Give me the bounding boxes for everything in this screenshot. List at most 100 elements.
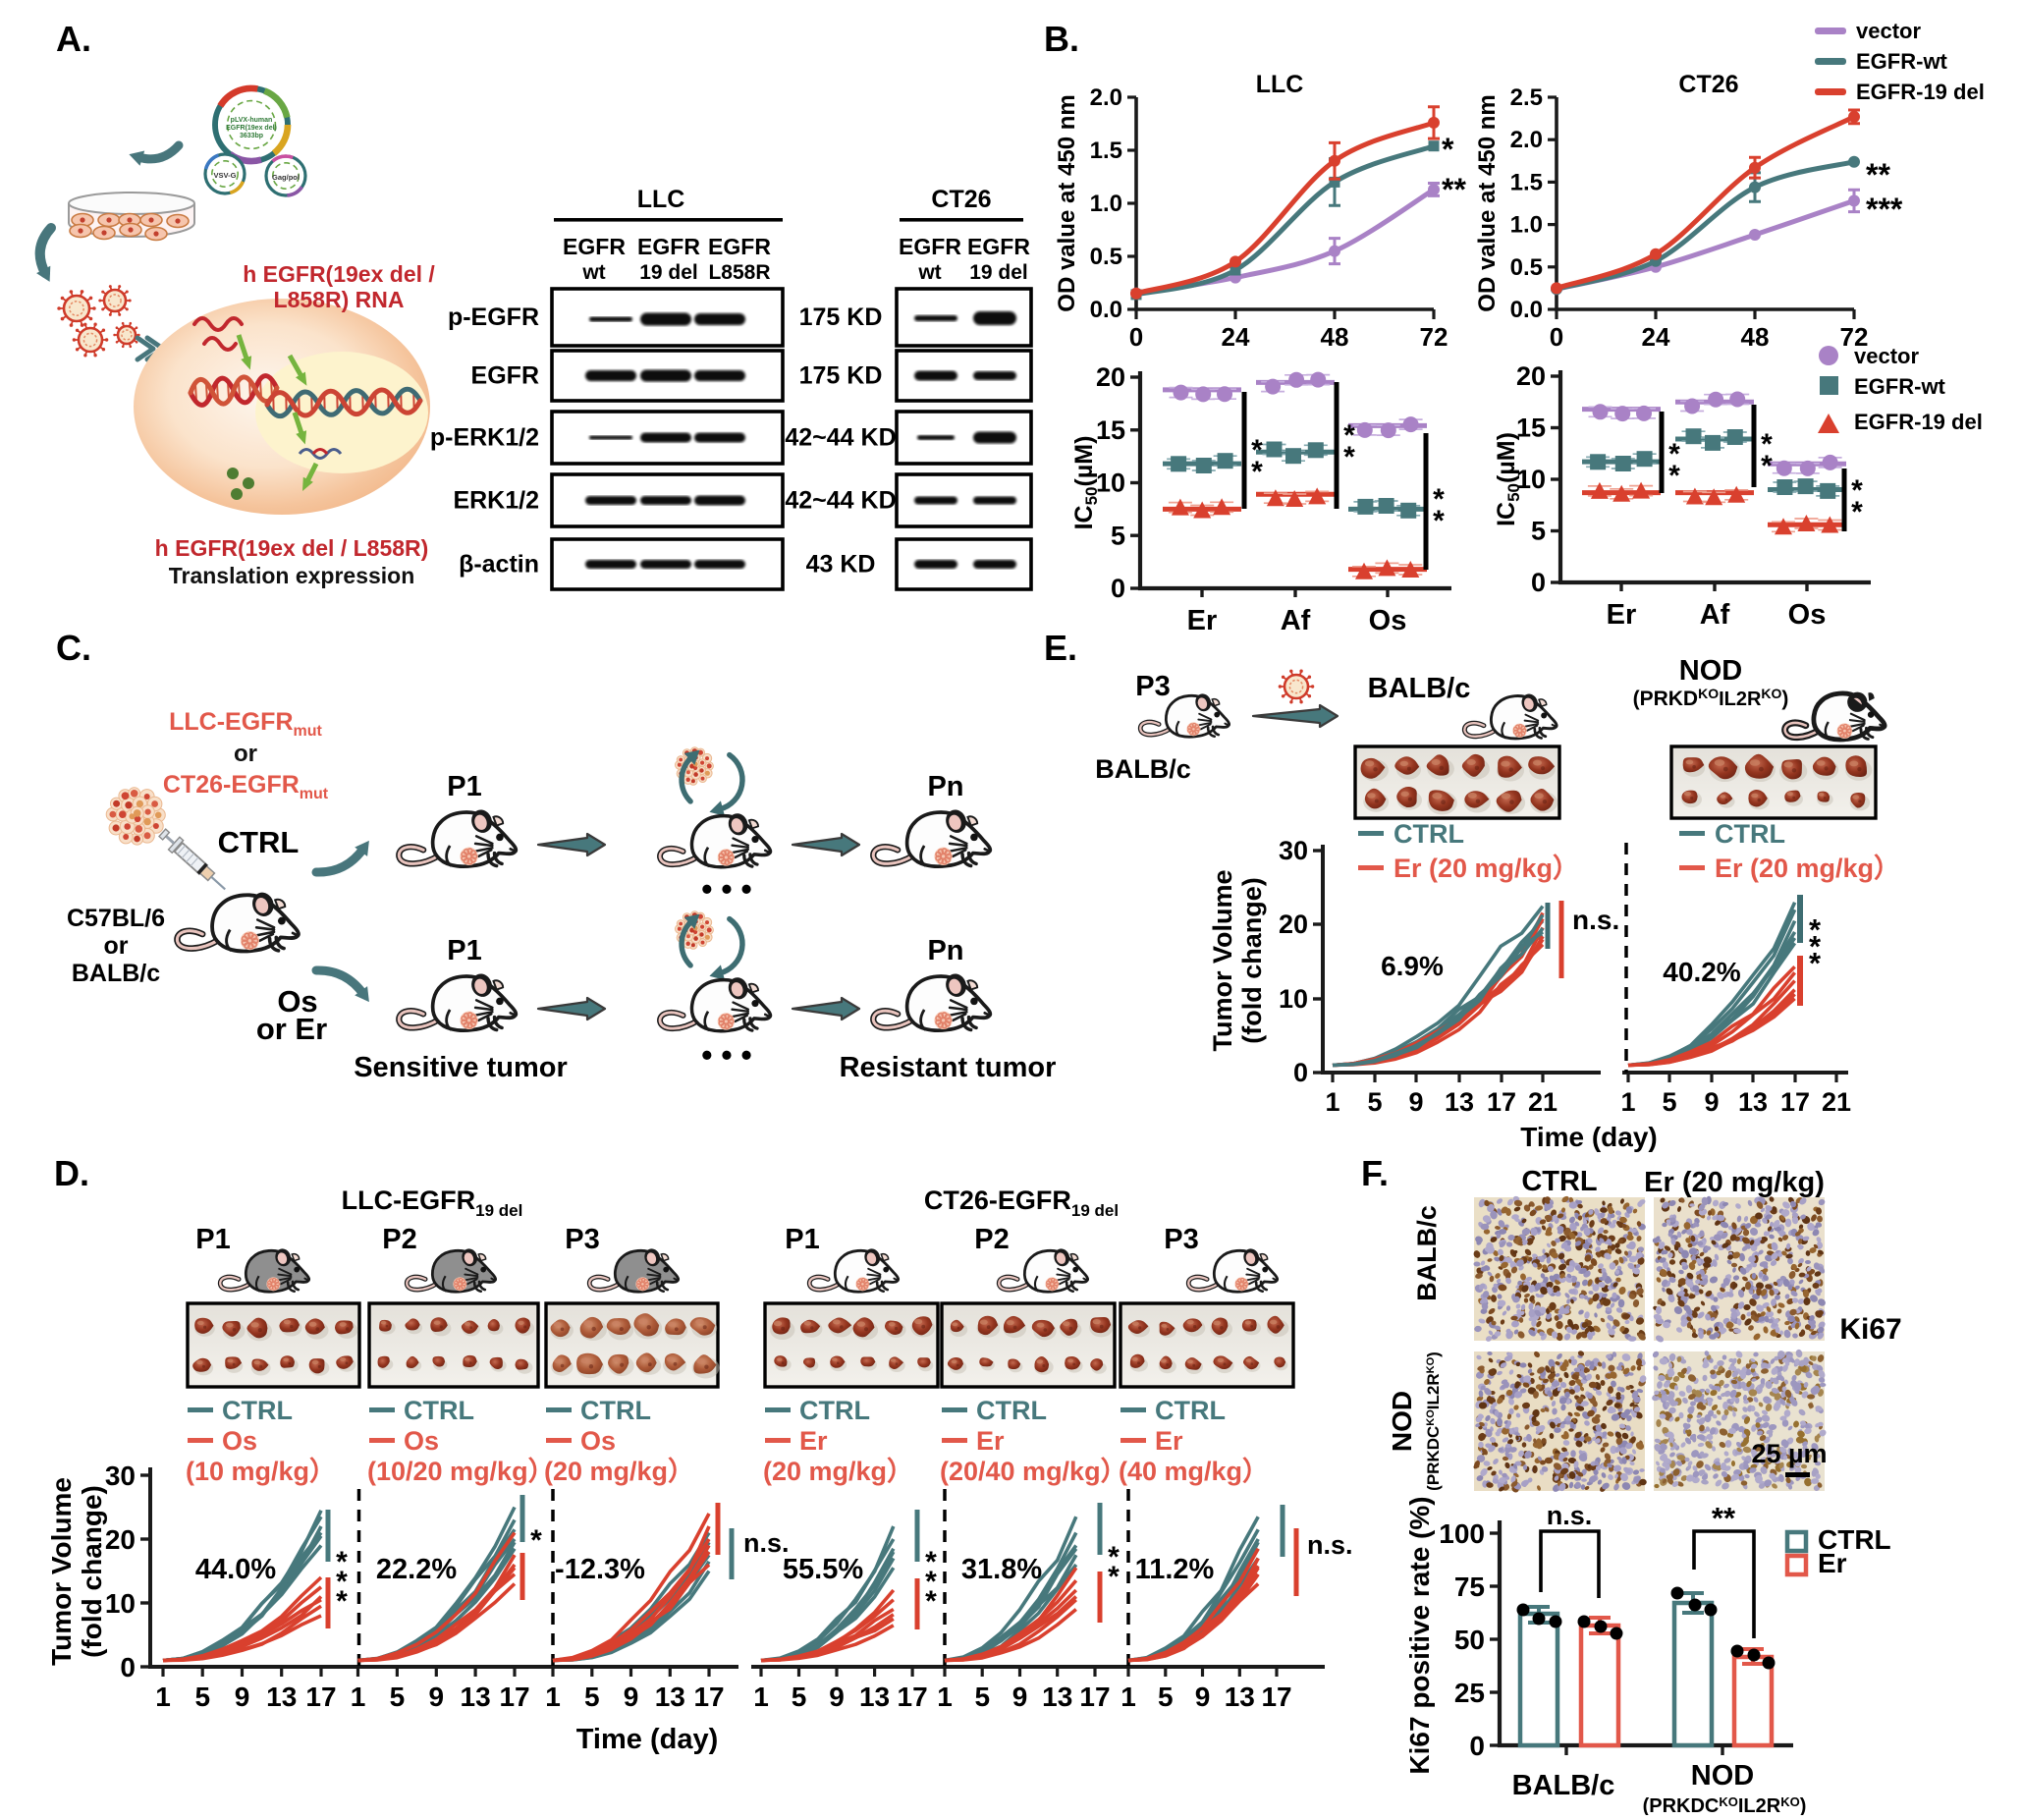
svg-text:P3: P3	[1135, 671, 1170, 702]
svg-text:LLC: LLC	[637, 186, 685, 213]
svg-text:5: 5	[194, 1682, 210, 1712]
svg-text:21: 21	[1822, 1087, 1851, 1117]
svg-text:Er (20 mg/kg）: Er (20 mg/kg）	[1715, 854, 1900, 883]
svg-text:0.5: 0.5	[1510, 254, 1543, 281]
svg-text:40.2%: 40.2%	[1663, 957, 1740, 987]
svg-text:Os: Os	[580, 1426, 616, 1456]
svg-text:0: 0	[1531, 568, 1546, 597]
svg-text:CTRL: CTRL	[218, 825, 300, 859]
svg-text:Tumor Volume: Tumor Volume	[46, 1477, 77, 1666]
svg-text:10: 10	[1279, 984, 1308, 1014]
svg-text:P1: P1	[447, 935, 481, 966]
svg-text:***: ***	[1866, 192, 1903, 227]
svg-text:1.0: 1.0	[1510, 212, 1543, 239]
svg-text:13: 13	[859, 1682, 890, 1712]
svg-text:n.s.: n.s.	[1547, 1501, 1593, 1530]
svg-text:**: **	[1866, 157, 1890, 193]
svg-text:Ki67: Ki67	[1839, 1313, 1901, 1346]
svg-text:1.5: 1.5	[1510, 169, 1543, 195]
svg-text:1: 1	[545, 1682, 561, 1712]
svg-text:2.0: 2.0	[1090, 84, 1122, 111]
svg-text:5: 5	[1662, 1087, 1676, 1117]
svg-text:5: 5	[1367, 1087, 1382, 1117]
svg-text:0: 0	[1293, 1058, 1308, 1087]
svg-text:Os: Os	[222, 1426, 257, 1456]
svg-text:IC50(µM): IC50(µM)	[1493, 432, 1523, 526]
svg-text:31.8%: 31.8%	[961, 1554, 1042, 1585]
svg-text:25 µm: 25 µm	[1751, 1439, 1827, 1468]
svg-text:13: 13	[1042, 1682, 1072, 1712]
svg-text:EGFR: EGFR	[967, 234, 1030, 259]
svg-text:72: 72	[1420, 322, 1448, 352]
svg-text:19 del: 19 del	[639, 261, 698, 284]
svg-text:0.0: 0.0	[1090, 297, 1122, 323]
svg-text:2.0: 2.0	[1510, 127, 1543, 153]
svg-text:0: 0	[1469, 1731, 1485, 1761]
svg-text:EGFR-wt: EGFR-wt	[1854, 374, 1946, 399]
svg-text:13: 13	[1738, 1087, 1768, 1117]
svg-text:9: 9	[1408, 1087, 1423, 1117]
svg-text:1.5: 1.5	[1090, 138, 1122, 164]
svg-text:22.2%: 22.2%	[376, 1554, 457, 1585]
svg-text:CTRL: CTRL	[404, 1396, 474, 1425]
svg-text:ERK1/2: ERK1/2	[453, 487, 539, 515]
svg-text:(10 mg/kg）: (10 mg/kg）	[186, 1457, 336, 1486]
svg-text:(20/40 mg/kg）: (20/40 mg/kg）	[940, 1457, 1127, 1486]
svg-text:(20 mg/kg）: (20 mg/kg）	[544, 1457, 694, 1486]
svg-text:43 KD: 43 KD	[806, 551, 876, 579]
svg-text:P2: P2	[974, 1224, 1009, 1255]
svg-text:P1: P1	[447, 771, 481, 802]
svg-text:9: 9	[1012, 1682, 1028, 1712]
svg-text:15: 15	[1096, 415, 1125, 445]
svg-text:CT26: CT26	[931, 186, 991, 213]
svg-text:Pn: Pn	[927, 771, 963, 802]
svg-text:BALB/c: BALB/c	[1412, 1205, 1442, 1301]
svg-text:(40 mg/kg）: (40 mg/kg）	[1119, 1457, 1269, 1486]
svg-text:5: 5	[974, 1682, 990, 1712]
svg-text:5: 5	[584, 1682, 600, 1712]
svg-text:19 del: 19 del	[969, 261, 1028, 284]
svg-text:9: 9	[829, 1682, 845, 1712]
svg-text:or Er: or Er	[256, 1012, 327, 1046]
svg-text:EGFR-wt: EGFR-wt	[1856, 49, 1948, 74]
svg-text:wt: wt	[917, 261, 941, 284]
svg-text:5: 5	[1531, 517, 1546, 546]
svg-text:5: 5	[1111, 521, 1125, 550]
svg-text:L858R: L858R	[708, 261, 770, 284]
svg-text:1: 1	[155, 1682, 171, 1712]
svg-text:17: 17	[693, 1682, 724, 1712]
svg-text:0.0: 0.0	[1510, 297, 1543, 323]
svg-text:55.5%: 55.5%	[783, 1554, 863, 1585]
svg-text:0: 0	[120, 1652, 136, 1682]
svg-text:20: 20	[1096, 362, 1125, 392]
svg-text:100: 100	[1439, 1518, 1485, 1549]
svg-text:*: *	[1251, 456, 1263, 488]
svg-text:11.2%: 11.2%	[1135, 1554, 1215, 1585]
svg-text:*: *	[530, 1524, 542, 1557]
svg-text:17: 17	[1261, 1682, 1291, 1712]
svg-text:*: *	[1442, 132, 1454, 167]
svg-text:42~44 KD: 42~44 KD	[785, 487, 896, 515]
svg-text:(20 mg/kg）: (20 mg/kg）	[763, 1457, 913, 1486]
svg-text:25: 25	[1454, 1678, 1485, 1708]
svg-text:vector: vector	[1854, 344, 1919, 368]
svg-text:13: 13	[1445, 1087, 1474, 1117]
svg-text:9: 9	[428, 1682, 444, 1712]
svg-text:0: 0	[1129, 322, 1143, 352]
svg-text:(fold change): (fold change)	[77, 1485, 107, 1658]
svg-text:CTRL: CTRL	[1715, 819, 1785, 849]
svg-text:BALB/c: BALB/c	[72, 960, 160, 987]
svg-text:9: 9	[1195, 1682, 1211, 1712]
svg-text:*: *	[1343, 441, 1355, 473]
svg-text:Er: Er	[976, 1426, 1005, 1456]
svg-text:h EGFR(19ex del / L858R): h EGFR(19ex del / L858R)	[155, 535, 429, 561]
svg-text:1: 1	[753, 1682, 769, 1712]
svg-text:15: 15	[1516, 414, 1546, 443]
svg-text:CTRL: CTRL	[222, 1396, 293, 1425]
svg-text:EGFR(19ex del): EGFR(19ex del)	[226, 125, 277, 132]
svg-text:Os: Os	[404, 1426, 439, 1456]
svg-text:*: *	[1851, 496, 1863, 528]
svg-text:Tumor Volume: Tumor Volume	[1208, 869, 1237, 1051]
svg-text:pLVX-human: pLVX-human	[231, 117, 273, 124]
svg-text:*: *	[336, 1585, 348, 1618]
